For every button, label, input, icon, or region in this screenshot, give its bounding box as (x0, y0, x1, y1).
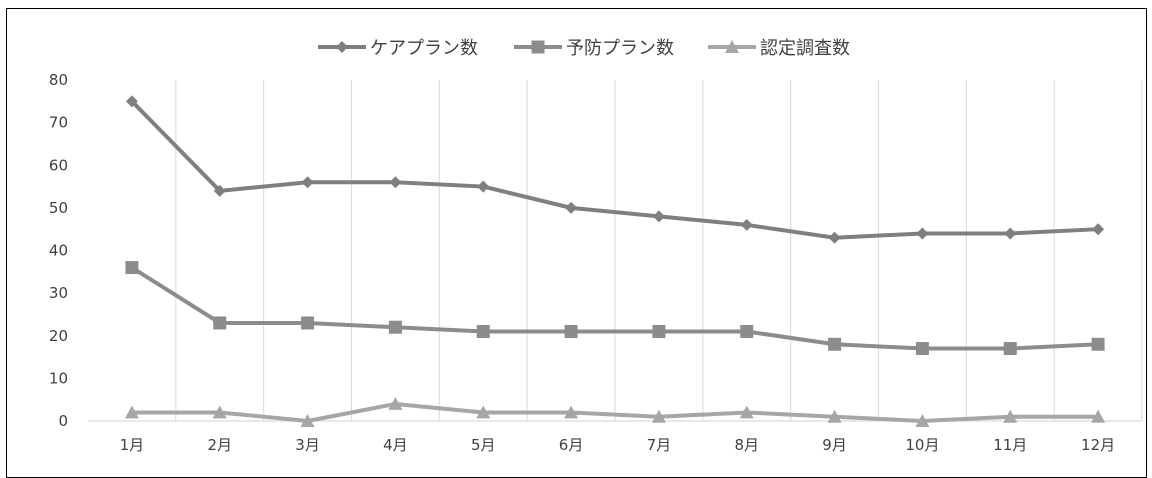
data-point (1003, 409, 1018, 423)
x-tick-label: 9月 (822, 436, 847, 454)
legend-marker (725, 40, 739, 53)
y-tick-label: 20 (49, 327, 68, 345)
x-tick-label: 7月 (647, 436, 672, 454)
data-point (652, 324, 666, 338)
y-tick-label: 0 (58, 412, 68, 430)
data-point (476, 324, 490, 338)
data-point (564, 324, 578, 338)
data-point (1091, 337, 1105, 351)
x-tick-label: 2月 (207, 436, 232, 454)
data-point (827, 409, 842, 423)
data-point (125, 95, 138, 108)
data-point (652, 210, 665, 223)
y-tick-label: 80 (49, 71, 68, 89)
y-tick-label: 50 (49, 199, 68, 217)
data-point (1004, 227, 1017, 240)
data-point (301, 316, 315, 330)
x-tick-label: 8月 (734, 436, 759, 454)
x-tick-label: 12月 (1081, 436, 1115, 454)
series-line (131, 401, 1099, 423)
data-point (213, 316, 227, 330)
legend-label: 予防プラン数 (566, 38, 674, 59)
legend-label: 認定調査数 (760, 38, 850, 59)
data-point (125, 261, 139, 275)
data-point (916, 227, 929, 240)
data-point (388, 320, 402, 334)
data-point (651, 409, 666, 423)
data-point (1003, 342, 1017, 356)
x-tick-label: 3月 (295, 436, 320, 454)
data-point (740, 218, 753, 231)
data-point (300, 414, 315, 427)
legend-label: ケアプラン数 (370, 38, 478, 59)
series-line (130, 99, 1099, 240)
data-point (388, 396, 403, 410)
x-tick-label: 10月 (905, 436, 939, 454)
data-point (828, 337, 842, 351)
data-point (1091, 409, 1106, 423)
data-point (476, 405, 491, 419)
legend-marker (336, 41, 348, 53)
x-tick-label: 11月 (993, 436, 1027, 454)
data-point (1092, 223, 1105, 236)
series-line (130, 265, 1099, 351)
data-point (301, 176, 314, 189)
y-tick-label: 30 (49, 284, 68, 302)
data-point (213, 184, 226, 197)
x-tick-label: 1月 (120, 436, 145, 454)
data-point (389, 176, 402, 189)
data-point (477, 180, 490, 193)
chart-frame (6, 8, 1147, 478)
data-point (739, 405, 754, 419)
data-point (212, 405, 227, 419)
data-point (915, 342, 929, 356)
data-point (124, 405, 139, 419)
data-point (915, 414, 930, 427)
data-point (565, 201, 578, 214)
y-tick-label: 10 (49, 369, 68, 387)
x-tick-label: 5月 (471, 436, 496, 454)
y-tick-label: 40 (49, 242, 68, 260)
legend-marker (531, 40, 545, 54)
y-tick-label: 60 (49, 156, 68, 174)
data-point (828, 231, 841, 244)
data-point (740, 324, 754, 338)
x-tick-label: 4月 (383, 436, 408, 454)
y-tick-label: 70 (49, 114, 68, 132)
x-tick-label: 6月 (559, 436, 584, 454)
data-point (564, 405, 579, 419)
